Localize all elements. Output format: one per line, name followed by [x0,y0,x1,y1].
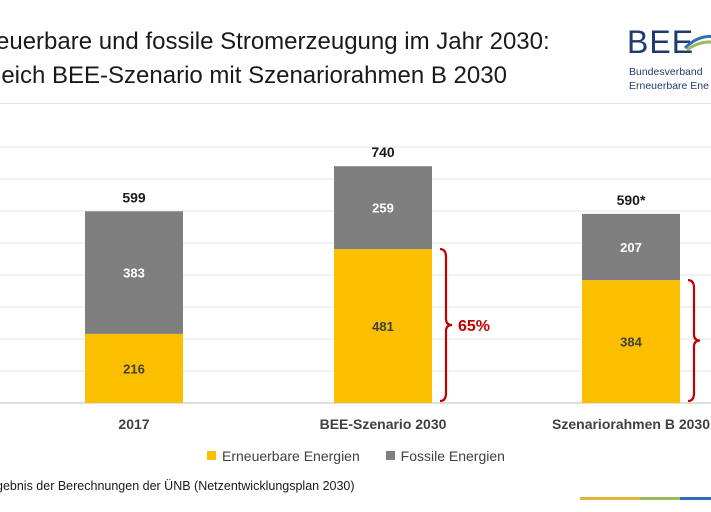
bracket-annotation [439,247,453,403]
legend-swatch-renewable [207,451,216,460]
bar-segment [334,166,432,250]
bracket-annotation [687,279,701,403]
x-tick-label: BEE-Szenario 2030 [320,416,447,432]
data-label: 216 [123,361,145,376]
bar-segment [582,213,680,281]
logo-subtitle-1: Bundesverband [629,66,703,78]
footnote: gebnis der Berechnungen der ÜNB (Netzent… [0,479,355,493]
x-tick-label: 2017 [118,416,149,432]
x-tick-label: Szenariorahmen B 2030 [552,416,710,432]
total-label: 740 [371,144,395,160]
total-label: 599 [122,189,146,205]
legend-label-fossil: Fossile Energien [400,447,505,464]
logo-wordmark: BEE [627,24,695,60]
bar-segment [85,333,183,403]
data-label: 259 [372,201,394,216]
chart-title-line-1: euerbare und fossile Stromerzeugung im J… [0,28,550,55]
bar-segment [85,211,183,334]
logo-subtitle-2: Erneuerbare Ene [629,80,709,92]
footer-band-blue [680,497,711,500]
data-label: 384 [620,335,642,350]
footer-band-yellow [580,497,640,500]
data-label: 383 [123,266,145,281]
title-divider [0,103,711,104]
legend-item-renewable: Erneuerbare Energien [207,448,360,464]
legend-item-fossil: Fossile Energien [385,447,505,464]
footer-band-green [640,497,680,500]
legend-swatch-fossil [385,451,395,460]
bar-segment [582,280,680,403]
total-label: 590* [617,192,646,208]
data-label: 481 [372,319,394,334]
chart-title-line-2: leich BEE-Szenario mit Szenariorahmen B … [0,62,507,89]
bar-segment [334,249,432,403]
logo-swoosh-icon [683,34,711,52]
bee-logo: BEE Bundesverband Erneuerbare Ene [627,24,711,94]
chart-legend: Erneuerbare Energien Fossile Energien [207,447,527,464]
data-label: 207 [620,240,642,255]
legend-label-renewable: Erneuerbare Energien [222,447,360,464]
share-annotation: 65% [458,318,490,335]
